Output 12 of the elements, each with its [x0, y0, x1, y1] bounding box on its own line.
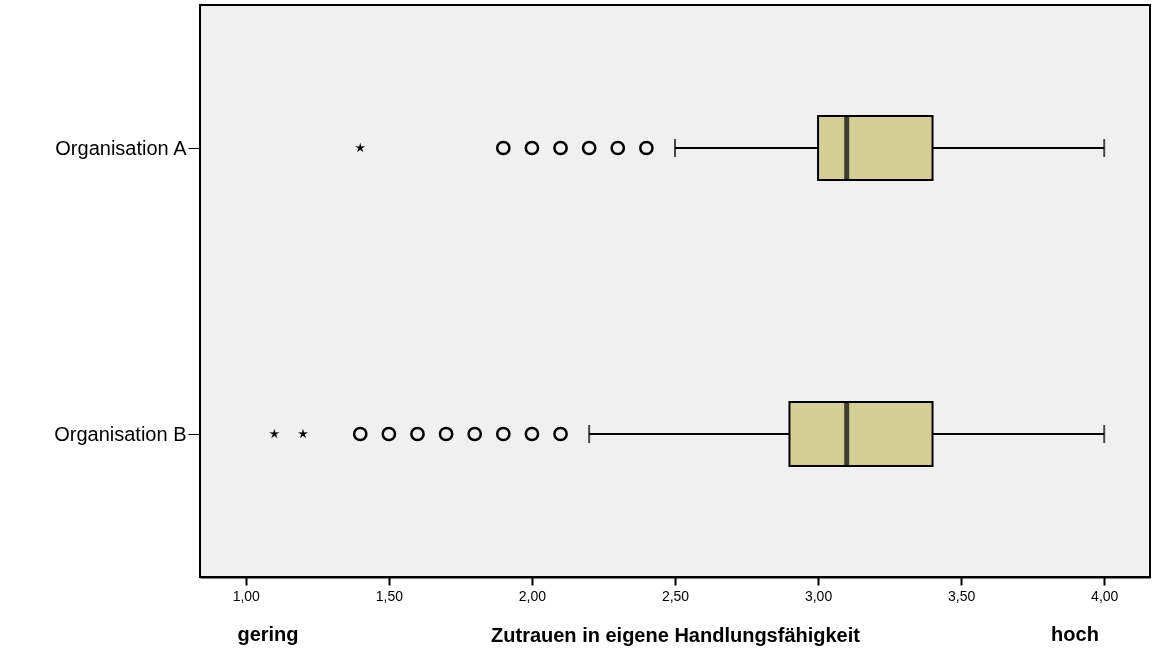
x-tick-label: 2,50 — [661, 587, 690, 604]
text: hoch — [1051, 623, 1099, 645]
x-tick-label: 3,50 — [948, 587, 976, 604]
x-tick-label: 3,00 — [804, 587, 833, 604]
y-tick-label: Organisation B — [54, 422, 187, 445]
x-tick-label: 1,50 — [375, 587, 404, 604]
x-tick-label: 2,00 — [518, 587, 547, 604]
x-axis-title: Zutrauen in eigene Handlungsfähigkeit — [491, 623, 861, 646]
x-tick-label: 4,00 — [1091, 587, 1119, 604]
text: gering — [237, 623, 299, 645]
x-tick-label: 1,00 — [232, 587, 261, 604]
y-tick-label: Organisation A — [55, 136, 188, 159]
